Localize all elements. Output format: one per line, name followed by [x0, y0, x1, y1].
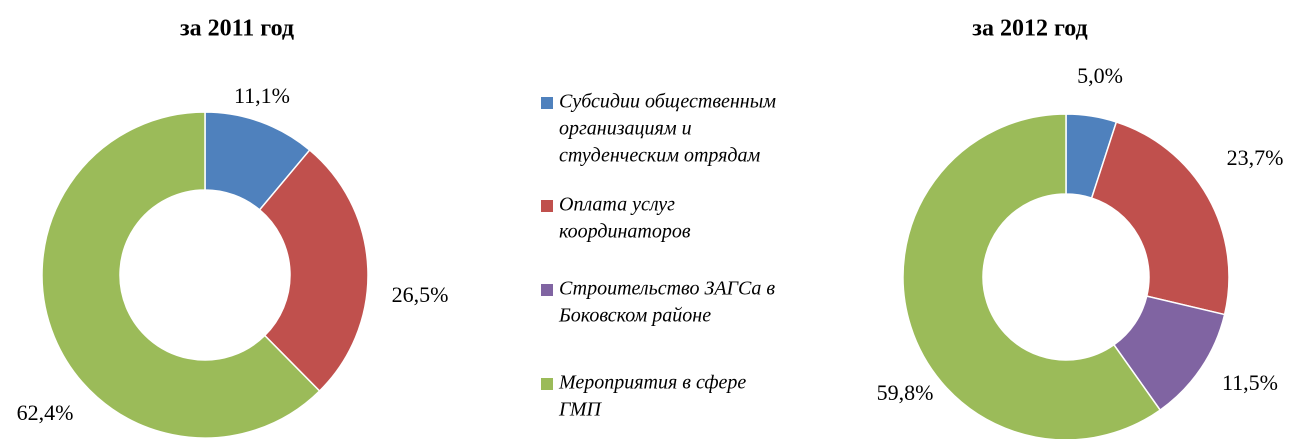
data-label: 62,4% [17, 400, 74, 425]
legend-label: Боковском районе [558, 305, 711, 327]
donut-slice [902, 113, 1162, 439]
legend-label: организациям и [559, 118, 692, 140]
data-label: 59,8% [877, 380, 934, 405]
data-label: 26,5% [392, 282, 449, 307]
legend-label: координаторов [559, 221, 691, 243]
data-label: 5,0% [1077, 63, 1123, 88]
legend-swatch [541, 200, 553, 212]
legend-label: ГМП [558, 399, 603, 421]
legend-label: Субсидии общественным [559, 91, 776, 113]
legend-swatch [541, 97, 553, 109]
donut-slice [1090, 121, 1230, 316]
donut-slice [258, 149, 369, 393]
data-label: 11,5% [1222, 370, 1278, 395]
legend-label: Мероприятия в сфере [558, 372, 746, 394]
data-label: 11,1% [234, 83, 290, 108]
chart-title: за 2012 год [972, 16, 1087, 42]
legend-label: студенческим отрядам [559, 145, 761, 167]
data-label: 23,7% [1227, 145, 1284, 170]
legend-label: Строительство ЗАГСа в [559, 278, 775, 300]
chart-title: за 2011 год [180, 16, 294, 42]
legend-swatch [541, 284, 553, 296]
legend-label: Оплата услуг [559, 194, 675, 216]
legend-swatch [541, 378, 553, 390]
donut-slice [41, 111, 321, 439]
